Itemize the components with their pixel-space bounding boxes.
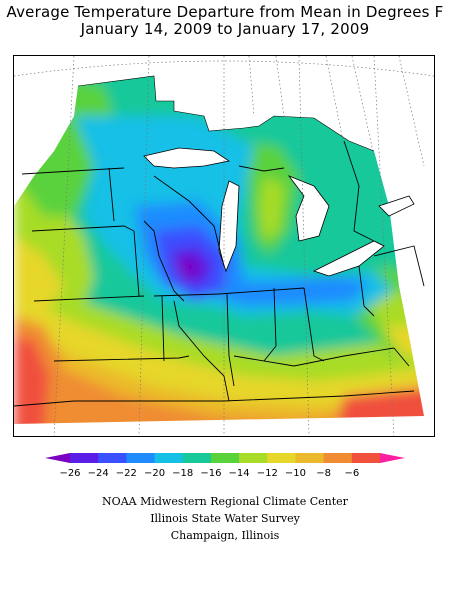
legend-swatch (182, 453, 212, 463)
legend-swatch (323, 453, 353, 463)
map-title: Average Temperature Departure from Mean … (6, 3, 444, 21)
lake-huron (287, 175, 330, 242)
legend-tick-label: −14 (229, 468, 250, 479)
legend-swatch (351, 453, 381, 463)
legend-tick-label: −10 (285, 468, 306, 479)
lake-superior (143, 147, 231, 169)
legend-swatch (126, 453, 156, 463)
legend-tick-label: −26 (59, 468, 80, 479)
legend-swatch (239, 453, 268, 463)
legend-tick-label: −22 (116, 468, 137, 479)
domain-outline (77, 75, 375, 152)
legend-min-arrow (45, 453, 70, 463)
legend-swatch (210, 453, 240, 463)
credit-line-2: Illinois State Water Survey (150, 512, 300, 525)
map-date-range: January 14, 2009 to January 17, 2009 (80, 20, 370, 38)
credit-line-3: Champaign, Illinois (170, 529, 280, 542)
legend-tick-label: −24 (88, 468, 109, 479)
lake-ontario (378, 195, 415, 217)
legend-tick-label: −20 (144, 468, 165, 479)
legend-swatch (70, 453, 99, 463)
legend-tick-label: −6 (344, 468, 359, 479)
legend-swatch (295, 453, 325, 463)
state-boundaries (14, 140, 425, 407)
legend-tick-label: −16 (200, 468, 221, 479)
great-lakes (143, 147, 415, 277)
temperature-map (14, 56, 434, 436)
legend-max-arrow (380, 453, 405, 463)
legend-tick-label: −12 (257, 468, 278, 479)
color-legend: −26 −24 −22 −20 −18 −16 −14 −12 −10 −8 −6 (45, 453, 405, 479)
legend-swatch (98, 453, 127, 463)
lake-erie (312, 240, 385, 277)
legend-tick-label: −8 (316, 468, 331, 479)
graticule (14, 56, 434, 436)
credit-line-1: NOAA Midwestern Regional Climate Center (102, 495, 348, 508)
legend-color-bar (45, 453, 405, 463)
legend-tick-label: −18 (172, 468, 193, 479)
legend-swatch (154, 453, 184, 463)
legend-swatch (267, 453, 296, 463)
legend-tick-labels: −26 −24 −22 −20 −18 −16 −14 −12 −10 −8 −6 (59, 468, 359, 479)
map-frame (13, 55, 435, 437)
